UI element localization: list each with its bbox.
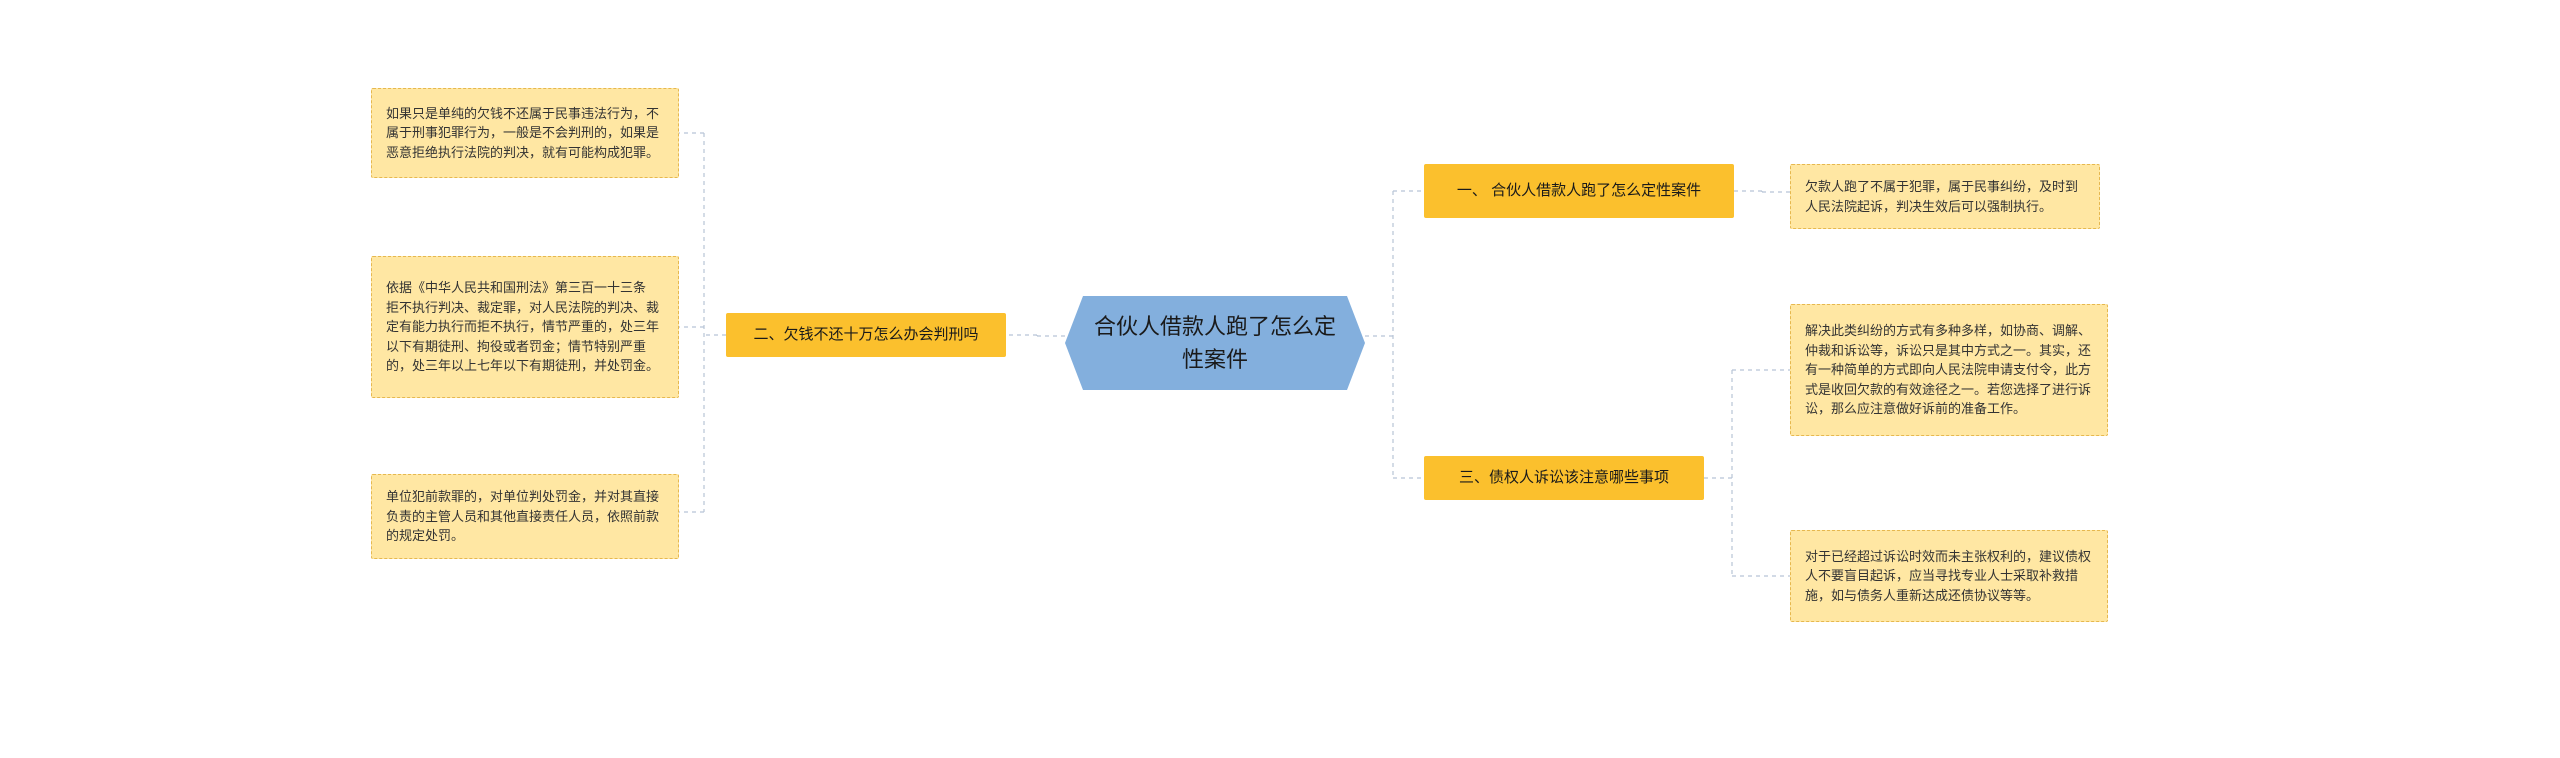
leaf-node-b2-1: 依据《中华人民共和国刑法》第三百一十三条 拒不执行判决、裁定罪，对人民法院的判决… [371,256,679,398]
leaf-node-b1-0: 欠款人跑了不属于犯罪，属于民事纠纷，及时到人民法院起诉，判决生效后可以强制执行。 [1790,164,2100,229]
leaf-node-b3-1: 对于已经超过诉讼时效而未主张权利的，建议债权人不要盲目起诉，应当寻找专业人士采取… [1790,530,2108,622]
branch-node-b2: 二、欠钱不还十万怎么办会判刑吗 [726,313,1006,357]
leaf-node-b2-2: 单位犯前款罪的，对单位判处罚金，并对其直接负责的主管人员和其他直接责任人员，依照… [371,474,679,559]
center-topic: 合伙人借款人跑了怎么定性案件 [1065,296,1365,390]
leaf-node-b2-0: 如果只是单纯的欠钱不还属于民事违法行为，不属于刑事犯罪行为，一般是不会判刑的，如… [371,88,679,178]
leaf-node-b3-0: 解决此类纠纷的方式有多种多样，如协商、调解、仲裁和诉讼等，诉讼只是其中方式之一。… [1790,304,2108,436]
branch-node-b3: 三、债权人诉讼该注意哪些事项 [1424,456,1704,500]
branch-node-b1: 一、 合伙人借款人跑了怎么定性案件 [1424,164,1734,218]
